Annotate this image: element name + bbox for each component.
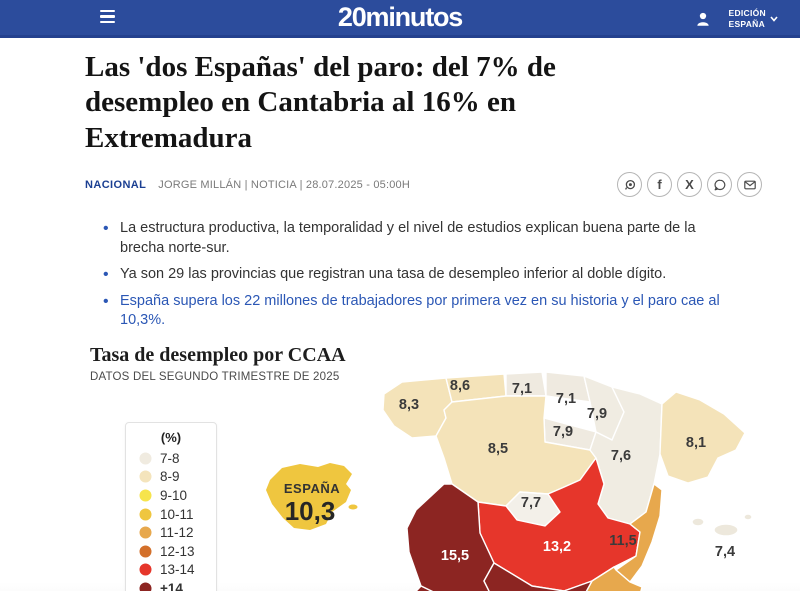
value-la-rioja: 7,9 xyxy=(553,424,573,440)
unemployment-map-figure: Tasa de desempleo por CCAA DATOS DEL SEG… xyxy=(0,337,800,591)
value-extremadura: 15,5 xyxy=(441,548,469,564)
espana-value: 10,3 xyxy=(285,496,336,526)
edition-label: EDICIÓN xyxy=(728,8,766,19)
legend-unit: (%) xyxy=(160,429,182,445)
legend-item: 11-12 xyxy=(126,523,216,542)
legend-item: +14 xyxy=(126,579,216,591)
legend-swatch xyxy=(139,563,152,576)
value-baleares: 7,4 xyxy=(715,544,735,560)
region-andalucia xyxy=(415,562,593,591)
legend-item: 12-13 xyxy=(126,542,216,561)
legend-item: 13-14 xyxy=(126,561,216,580)
value-castilla-la-mancha: 13,2 xyxy=(543,539,571,555)
edition-region: ESPAÑA xyxy=(728,19,766,29)
legend-item: 8-9 xyxy=(126,468,216,487)
value-galicia: 8,3 xyxy=(399,397,419,413)
spain-choropleth-map: ESPAÑA 10,3 8,3 8,6 7,1 7,1 7,9 7,9 8,5 … xyxy=(266,371,753,591)
legend-swatch xyxy=(139,452,152,465)
region-baleares-island xyxy=(713,523,739,537)
section-link[interactable]: NACIONAL xyxy=(85,178,147,191)
legend-swatch xyxy=(139,508,152,521)
espana-inset-baleares xyxy=(348,504,358,510)
map-legend: (%) 7-8 8-9 9-10 10-11 11-12 12-13 xyxy=(125,421,217,591)
top-bar: 20minutos EDICIÓN ESPAÑA xyxy=(0,0,800,38)
value-madrid: 7,7 xyxy=(521,495,541,511)
region-cataluna xyxy=(659,391,746,484)
espana-inset-silhouette xyxy=(266,462,352,530)
article-meta: NACIONAL JORGE MILLÁN | NOTICIA | 28.07.… xyxy=(85,172,762,198)
chevron-down-icon xyxy=(770,16,778,22)
legend-item: 9-10 xyxy=(126,486,216,505)
legend-swatch xyxy=(139,489,152,502)
value-cataluna: 8,1 xyxy=(686,435,706,451)
value-pais-vasco: 7,1 xyxy=(556,391,576,407)
chart-subtitle: DATOS DEL SEGUNDO TRIMESTRE DE 2025 xyxy=(90,370,340,383)
x-twitter-icon[interactable]: X xyxy=(677,172,702,198)
legend-swatch xyxy=(139,470,152,483)
legend-item: 10-11 xyxy=(126,505,216,524)
x-glyph: X xyxy=(685,177,694,193)
email-icon[interactable] xyxy=(737,172,762,198)
region-baleares-island xyxy=(743,513,753,521)
bullet-item: La estructura productiva, la temporalida… xyxy=(103,218,743,258)
region-comunidad-valenciana xyxy=(615,483,663,583)
value-cantabria: 7,1 xyxy=(512,381,532,397)
value-castilla-y-leon: 8,5 xyxy=(488,441,508,457)
summary-bullets: La estructura productiva, la temporalida… xyxy=(103,218,743,331)
edition-selector[interactable]: EDICIÓN ESPAÑA xyxy=(728,8,778,29)
meneame-icon[interactable] xyxy=(617,172,642,198)
hamburger-menu-icon[interactable] xyxy=(100,10,116,26)
facebook-glyph: f xyxy=(657,177,662,193)
legend-item: 7-8 xyxy=(126,449,216,468)
chart-title: Tasa de desempleo por CCAA xyxy=(90,343,346,366)
whatsapp-icon[interactable] xyxy=(707,172,732,198)
headline: Las 'dos Españas' del paro: del 7% de de… xyxy=(85,51,556,154)
share-bar: f X xyxy=(617,172,762,198)
bullet-item: Ya son 29 las provincias que registran u… xyxy=(103,264,743,285)
value-aragon: 7,6 xyxy=(611,448,631,464)
user-account-icon[interactable] xyxy=(694,10,712,28)
espana-label: ESPAÑA xyxy=(284,481,340,496)
region-murcia xyxy=(585,566,643,591)
legend-swatch xyxy=(139,545,152,558)
value-comunidad-valenciana: 11,5 xyxy=(609,533,636,549)
value-asturias: 8,6 xyxy=(450,378,470,394)
legend-swatch xyxy=(139,526,152,539)
region-baleares-island xyxy=(691,517,705,527)
legend-swatch xyxy=(139,582,152,591)
value-navarra: 7,9 xyxy=(587,406,607,422)
bullet-item-link[interactable]: España supera los 22 millones de trabaja… xyxy=(103,291,743,331)
site-logo[interactable]: 20minutos xyxy=(337,2,463,32)
facebook-icon[interactable]: f xyxy=(647,172,672,198)
byline: JORGE MILLÁN | NOTICIA | 28.07.2025 - 05… xyxy=(158,178,410,191)
